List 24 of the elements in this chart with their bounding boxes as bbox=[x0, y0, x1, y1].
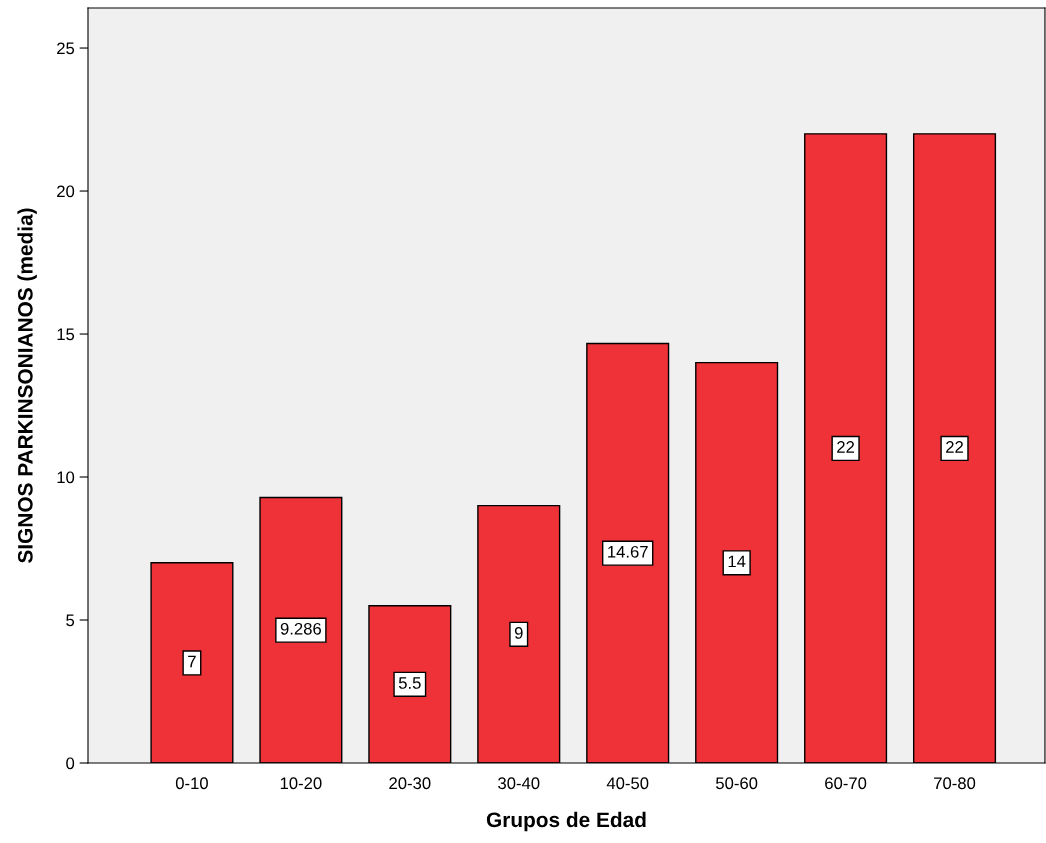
y-tick-label: 20 bbox=[57, 185, 75, 198]
x-tick-label: 20-30 bbox=[389, 777, 431, 790]
data-label: 14.67 bbox=[608, 545, 648, 558]
data-label: 22 bbox=[946, 441, 963, 453]
x-tick-label: 30-40 bbox=[498, 777, 540, 790]
data-label: 9.286 bbox=[280, 622, 321, 635]
x-tick-label: 10-20 bbox=[280, 777, 322, 790]
y-tick-label: 15 bbox=[57, 328, 75, 341]
data-label: 5.5 bbox=[398, 677, 421, 689]
x-tick-label: 0-10 bbox=[175, 777, 208, 790]
x-tick-label: 60-70 bbox=[825, 777, 867, 790]
data-label: 7 bbox=[188, 655, 196, 668]
data-label: 14 bbox=[728, 555, 746, 568]
y-tick-label: 25 bbox=[57, 42, 75, 55]
data-label: 22 bbox=[837, 441, 855, 453]
data-label: 9 bbox=[514, 626, 523, 639]
x-tick-label: 70-80 bbox=[934, 777, 976, 790]
y-axis-title: SIGNOS PARKINSONIANOS (media) bbox=[17, 208, 37, 563]
y-tick-label: 5 bbox=[66, 614, 75, 627]
x-tick-label: 40-50 bbox=[606, 777, 649, 790]
y-tick-label: 0 bbox=[66, 757, 75, 770]
y-tick-label: 10 bbox=[57, 471, 75, 484]
x-tick-label: 50-60 bbox=[716, 777, 758, 790]
x-axis-title: Grupos de Edad bbox=[486, 811, 646, 832]
